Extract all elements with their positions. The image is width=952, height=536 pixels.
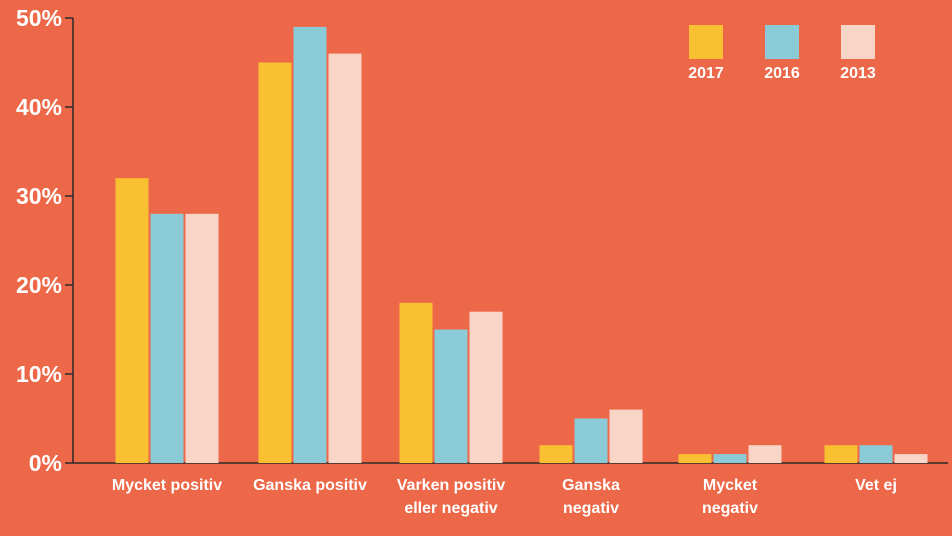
x-category-label: eller negativ xyxy=(404,500,497,517)
bar-2017 xyxy=(115,178,149,463)
bar-2016 xyxy=(150,213,184,463)
bar-2017 xyxy=(678,454,712,463)
labels: 0% 10% 20% 30% 40% 50% Mycket positiv Ganska po… xyxy=(16,5,897,517)
y-tick-label: 30% xyxy=(16,183,62,209)
x-category-label: Varken positiv xyxy=(397,477,506,494)
y-tick-label: 40% xyxy=(16,94,62,120)
bars xyxy=(115,26,928,464)
bar-2013 xyxy=(748,445,782,463)
bar-2017 xyxy=(258,62,292,463)
legend: 2017 2016 2013 xyxy=(688,25,876,82)
legend-label: 2017 xyxy=(688,65,724,82)
bar-2016 xyxy=(293,26,327,464)
bar-2013 xyxy=(609,409,643,463)
bar-2016 xyxy=(434,329,468,463)
y-tick-label: 10% xyxy=(16,361,62,387)
bar-2017 xyxy=(399,302,433,463)
bar-2013 xyxy=(185,213,219,463)
y-tick-label: 20% xyxy=(16,272,62,298)
bar-2016 xyxy=(713,454,747,463)
legend-swatch-2017 xyxy=(689,25,723,59)
x-category-label: Vet ej xyxy=(855,477,897,494)
bar-2017 xyxy=(824,445,858,463)
x-category-label: Mycket xyxy=(703,477,758,494)
x-category-label: Ganska positiv xyxy=(253,477,367,494)
bar-2013 xyxy=(328,53,362,463)
x-category-label: Ganska xyxy=(562,477,620,494)
bar-2016 xyxy=(574,418,608,463)
y-tick-label: 0% xyxy=(29,450,62,476)
legend-swatch-2013 xyxy=(841,25,875,59)
y-tick-label: 50% xyxy=(16,5,62,31)
legend-label: 2013 xyxy=(840,65,876,82)
bar-2013 xyxy=(469,311,503,463)
bar-2013 xyxy=(894,454,928,463)
legend-swatch-2016 xyxy=(765,25,799,59)
legend-label: 2016 xyxy=(764,65,800,82)
axes xyxy=(65,17,948,464)
bar-2017 xyxy=(539,445,573,463)
x-category-label: negativ xyxy=(563,500,619,517)
bar-2016 xyxy=(859,445,893,463)
x-category-label: negativ xyxy=(702,500,758,517)
x-category-label: Mycket positiv xyxy=(112,477,222,494)
